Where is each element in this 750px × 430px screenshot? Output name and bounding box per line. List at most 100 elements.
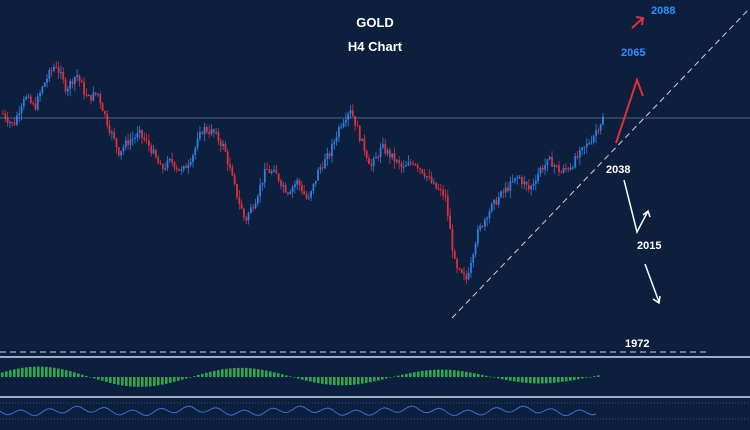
candle-body — [157, 157, 160, 164]
histogram-bar — [81, 374, 84, 377]
histogram-bar — [341, 377, 344, 386]
candle-body — [479, 225, 482, 230]
candle-body — [398, 160, 401, 164]
candle-body — [361, 138, 363, 141]
candle-body — [500, 191, 502, 198]
histogram-bar — [345, 377, 348, 386]
histogram-bar — [89, 377, 92, 378]
candle-body — [187, 164, 190, 169]
level-label-2065: 2065 — [621, 47, 646, 59]
histogram-bar — [413, 372, 416, 377]
candle-body — [428, 176, 431, 178]
candle-body — [439, 189, 442, 191]
histogram-bar — [201, 373, 204, 377]
histogram-bar — [593, 376, 596, 377]
candle-series — [2, 61, 604, 285]
candle-body — [60, 72, 62, 74]
histogram-bar — [365, 377, 368, 383]
candle-body — [578, 150, 581, 158]
candle-body — [331, 143, 333, 157]
candle-body — [196, 138, 199, 148]
candle-body — [532, 183, 535, 186]
histogram-bar — [485, 375, 488, 377]
candle-body — [400, 163, 403, 168]
histogram-bar — [69, 371, 72, 377]
histogram-bar — [137, 377, 140, 387]
candle-body — [203, 126, 206, 134]
candle-body — [222, 143, 224, 147]
histogram-bar — [277, 373, 280, 377]
candle-body — [168, 159, 171, 161]
candle-body — [90, 95, 92, 101]
candle-body — [171, 159, 174, 163]
histogram-bar — [273, 372, 276, 377]
candle-body — [546, 159, 549, 166]
candle-body — [548, 156, 551, 160]
candle-body — [64, 79, 67, 92]
histogram-bar — [197, 374, 200, 377]
candle-body — [405, 165, 407, 167]
histogram-bar — [209, 371, 212, 377]
candle-body — [349, 110, 352, 114]
candle-body — [583, 146, 586, 148]
histogram-bar — [97, 377, 100, 380]
candle-body — [347, 113, 350, 120]
histogram-bar — [217, 370, 220, 377]
level-label-2088: 2088 — [651, 5, 676, 17]
candle-body — [4, 113, 7, 119]
candle-body — [173, 162, 176, 168]
candle-body — [13, 122, 16, 125]
candle-body — [567, 168, 570, 170]
histogram-bar — [41, 366, 44, 377]
candle-body — [282, 185, 285, 187]
candle-body — [273, 169, 275, 172]
candle-body — [287, 192, 289, 194]
histogram-bar — [425, 370, 428, 377]
candle-body — [328, 153, 331, 157]
candle-body — [310, 191, 313, 198]
histogram-bar — [349, 377, 352, 385]
candle-body — [36, 96, 39, 110]
histogram-bar — [113, 377, 116, 384]
candle-body — [243, 208, 245, 218]
histogram-bar — [245, 367, 248, 377]
histogram-bar — [517, 377, 520, 382]
histogram-bar — [105, 377, 108, 382]
candle-body — [342, 122, 345, 127]
histogram-bar — [1, 372, 4, 377]
level-label-2038: 2038 — [606, 164, 631, 176]
histogram-bar — [437, 369, 440, 377]
candle-body — [541, 167, 544, 170]
histogram-bar — [101, 377, 104, 381]
candle-body — [511, 181, 514, 183]
histogram-bar — [321, 377, 324, 384]
candle-body — [305, 194, 308, 199]
histogram-bar — [33, 366, 36, 377]
candle-body — [495, 199, 498, 205]
candle-body — [247, 213, 250, 221]
candle-body — [150, 146, 153, 154]
histogram-bar — [409, 372, 412, 377]
arrow-down-to-1972 — [644, 263, 661, 305]
candle-body — [574, 156, 577, 168]
candle-body — [470, 262, 472, 273]
histogram-bar — [77, 373, 80, 377]
candle-body — [224, 143, 227, 152]
histogram-bar — [225, 368, 228, 377]
histogram-bar — [453, 370, 456, 377]
candle-body — [291, 187, 294, 192]
histogram-bar — [401, 374, 404, 377]
candle-body — [117, 147, 120, 156]
candle-body — [20, 106, 23, 114]
candle-body — [53, 66, 55, 71]
histogram-bar — [5, 371, 8, 377]
histogram-bar — [305, 377, 308, 381]
histogram-bar — [73, 372, 76, 377]
histogram-bar — [229, 368, 232, 377]
histogram-bar — [501, 377, 504, 380]
candle-body — [217, 132, 220, 142]
histogram-bar — [325, 377, 328, 385]
candle-body — [73, 77, 76, 85]
histogram-bar — [369, 377, 372, 383]
support-trendline — [451, 7, 750, 319]
